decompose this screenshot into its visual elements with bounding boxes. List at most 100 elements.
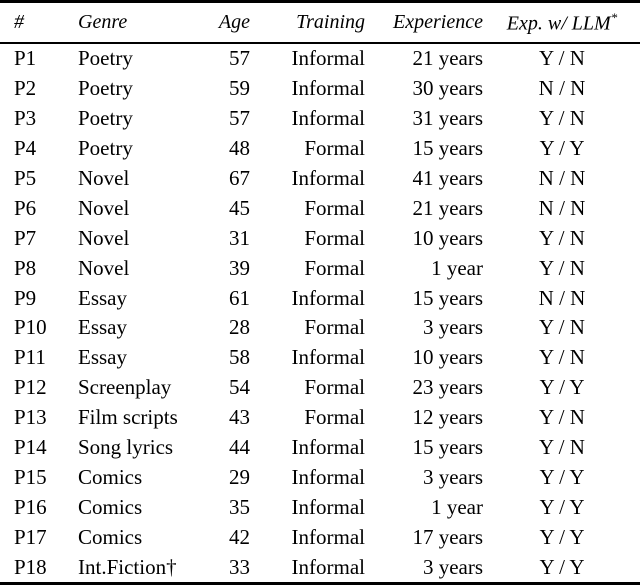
cell-age: 31 bbox=[229, 225, 250, 250]
cell-experience: 10 years bbox=[412, 225, 483, 250]
table-row: P6 Novel 45 Formal 21 years N / N bbox=[0, 193, 640, 223]
cell-genre: Essay bbox=[78, 345, 127, 370]
cell-llm: Y / Y bbox=[539, 524, 585, 549]
cell-genre: Poetry bbox=[78, 136, 133, 161]
cell-llm: Y / N bbox=[539, 46, 585, 71]
cell-id: P16 bbox=[14, 494, 47, 519]
cell-id: P8 bbox=[14, 255, 37, 280]
cell-genre: Novel bbox=[78, 195, 130, 220]
cell-id: P3 bbox=[14, 106, 37, 131]
cell-id: P2 bbox=[14, 76, 37, 101]
cell-llm: N / N bbox=[538, 195, 586, 220]
cell-age: 42 bbox=[229, 524, 250, 549]
table-row: P13 Film scripts 43 Formal 12 years Y / N bbox=[0, 403, 640, 433]
cell-llm: Y / N bbox=[539, 225, 585, 250]
cell-age: 28 bbox=[229, 315, 250, 340]
cell-genre: Essay bbox=[78, 315, 127, 340]
table-row: P5 Novel 67 Informal 41 years N / N bbox=[0, 164, 640, 194]
cell-llm: Y / Y bbox=[539, 554, 585, 579]
cell-experience: 23 years bbox=[412, 375, 483, 400]
cell-age: 61 bbox=[229, 285, 250, 310]
cell-training: Informal bbox=[291, 106, 365, 131]
cell-llm: Y / Y bbox=[539, 464, 585, 489]
cell-genre: Poetry bbox=[78, 46, 133, 71]
cell-id: P15 bbox=[14, 464, 47, 489]
cell-id: P9 bbox=[14, 285, 37, 310]
cell-experience: 10 years bbox=[412, 345, 483, 370]
cell-experience: 21 years bbox=[412, 46, 483, 71]
table-body: P1 Poetry 57 Informal 21 years Y / N P2 Poetry 5… bbox=[0, 43, 640, 584]
cell-training: Formal bbox=[304, 195, 365, 220]
cell-experience: 3 years bbox=[422, 464, 483, 489]
cell-llm: Y / Y bbox=[539, 136, 585, 161]
header-id: # bbox=[0, 1, 64, 44]
cell-id: P13 bbox=[14, 405, 47, 430]
table-row: P18 Int.Fiction† 33 Informal 3 years Y / Y bbox=[0, 552, 640, 583]
cell-genre: Comics bbox=[78, 494, 143, 519]
table-row: P16 Comics 35 Informal 1 year Y / Y bbox=[0, 492, 640, 522]
cell-age: 35 bbox=[229, 494, 250, 519]
cell-experience: 1 year bbox=[431, 255, 483, 280]
cell-id: P11 bbox=[14, 345, 46, 370]
table-row: P12 Screenplay 54 Formal 23 years Y / Y bbox=[0, 373, 640, 403]
cell-experience: 17 years bbox=[412, 524, 483, 549]
cell-llm: Y / N bbox=[539, 106, 585, 131]
header-training: Training bbox=[252, 1, 366, 44]
cell-training: Informal bbox=[291, 345, 365, 370]
cell-genre: Comics bbox=[78, 464, 143, 489]
cell-genre: Novel bbox=[78, 166, 130, 190]
cell-experience: 3 years bbox=[422, 315, 483, 340]
cell-training: Formal bbox=[304, 136, 365, 161]
cell-training: Informal bbox=[291, 46, 365, 71]
cell-age: 59 bbox=[229, 76, 250, 101]
cell-llm: Y / Y bbox=[539, 375, 585, 400]
header-genre: Genre bbox=[64, 1, 212, 44]
table-row: P4 Poetry 48 Formal 15 years Y / Y bbox=[0, 134, 640, 164]
cell-age: 33 bbox=[229, 554, 250, 579]
cell-training: Informal bbox=[291, 285, 365, 310]
cell-age: 67 bbox=[229, 166, 250, 190]
cell-experience: 15 years bbox=[412, 435, 483, 460]
cell-id: P1 bbox=[14, 46, 37, 71]
cell-llm: Y / N bbox=[539, 405, 585, 430]
header-age: Age bbox=[212, 1, 252, 44]
cell-genre: Comics bbox=[78, 524, 143, 549]
cell-llm: Y / N bbox=[539, 255, 585, 280]
cell-experience: 3 years bbox=[422, 554, 483, 579]
cell-age: 29 bbox=[229, 464, 250, 489]
cell-training: Formal bbox=[304, 225, 365, 250]
table-row: P11 Essay 58 Informal 10 years Y / N bbox=[0, 343, 640, 373]
cell-training: Formal bbox=[304, 315, 365, 340]
cell-experience: 12 years bbox=[412, 405, 483, 430]
cell-age: 44 bbox=[229, 435, 250, 460]
header-experience: Experience bbox=[366, 1, 484, 44]
cell-experience: 15 years bbox=[412, 136, 483, 161]
cell-age: 45 bbox=[229, 195, 250, 220]
cell-genre: Screenplay bbox=[78, 375, 172, 400]
cell-id: P5 bbox=[14, 166, 37, 190]
cell-experience: 15 years bbox=[412, 285, 483, 310]
table-row: P1 Poetry 57 Informal 21 years Y / N bbox=[0, 43, 640, 74]
cell-genre: Essay bbox=[78, 285, 127, 310]
table-row: P15 Comics 29 Informal 3 years Y / Y bbox=[0, 462, 640, 492]
cell-genre: Novel bbox=[78, 225, 130, 250]
cell-training: Informal bbox=[291, 494, 365, 519]
cell-training: Formal bbox=[304, 405, 365, 430]
table-header: # Genre Age Training Experience Exp. w/ … bbox=[0, 1, 640, 44]
cell-age: 39 bbox=[229, 255, 250, 280]
cell-training: Informal bbox=[291, 524, 365, 549]
cell-experience: 41 years bbox=[412, 166, 483, 190]
cell-genre: Poetry bbox=[78, 76, 133, 101]
header-llm-footnote-marker: * bbox=[610, 9, 618, 25]
cell-genre: Novel bbox=[78, 255, 130, 280]
cell-id: P12 bbox=[14, 375, 47, 400]
cell-training: Informal bbox=[291, 435, 365, 460]
cell-id: P17 bbox=[14, 524, 47, 549]
cell-age: 58 bbox=[229, 345, 250, 370]
cell-age: 48 bbox=[229, 136, 250, 161]
cell-experience: 31 years bbox=[412, 106, 483, 131]
cell-experience: 21 years bbox=[412, 195, 483, 220]
header-llm: Exp. w/ LLM* bbox=[484, 1, 640, 44]
table-row: P2 Poetry 59 Informal 30 years N / N bbox=[0, 74, 640, 104]
